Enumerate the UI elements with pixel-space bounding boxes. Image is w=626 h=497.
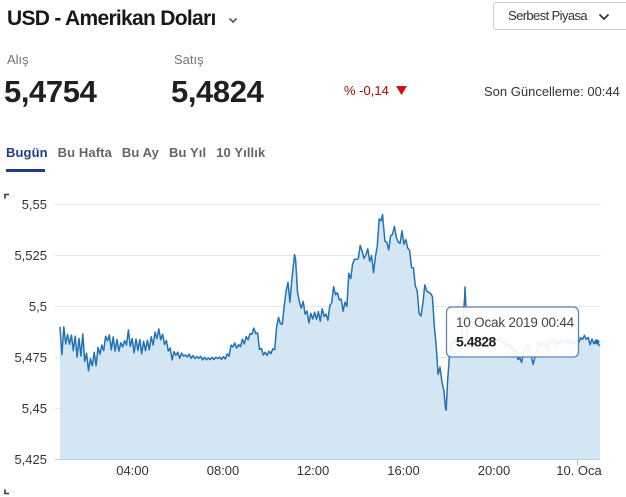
svg-text:16:00: 16:00: [387, 463, 420, 478]
svg-text:08:00: 08:00: [207, 463, 240, 478]
svg-text:5,475: 5,475: [14, 350, 47, 365]
svg-text:04:00: 04:00: [116, 463, 149, 478]
svg-text:5,5: 5,5: [29, 299, 47, 314]
svg-text:5,45: 5,45: [22, 401, 47, 416]
svg-text:5,55: 5,55: [22, 197, 47, 212]
svg-text:10. Oca: 10. Oca: [556, 463, 602, 478]
svg-text:10 Ocak 2019 00:44: 10 Ocak 2019 00:44: [456, 315, 575, 330]
svg-text:5.4828: 5.4828: [456, 334, 497, 350]
svg-text:5,425: 5,425: [14, 452, 47, 467]
svg-text:5,525: 5,525: [14, 248, 47, 263]
svg-text:20:00: 20:00: [478, 463, 511, 478]
svg-text:12:00: 12:00: [297, 463, 330, 478]
